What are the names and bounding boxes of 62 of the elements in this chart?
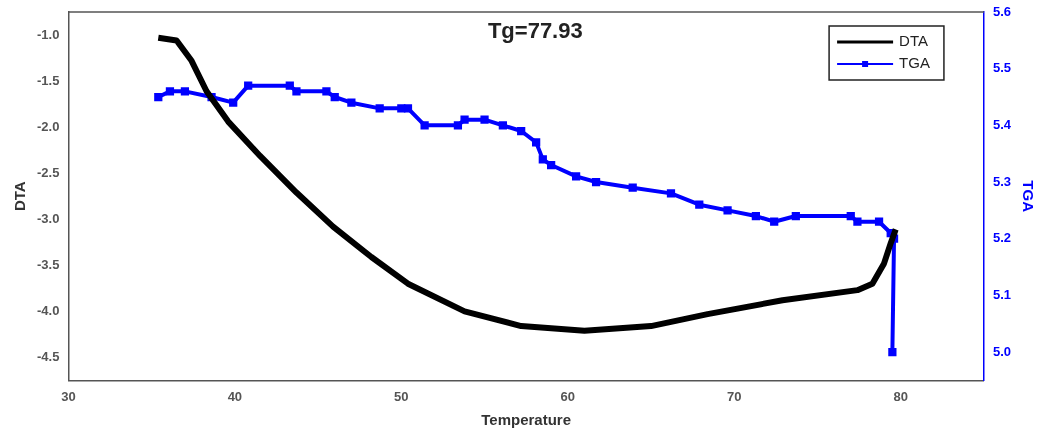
point [453,121,463,130]
point [591,177,601,187]
point [403,104,413,113]
point [165,87,175,96]
legend-label: DTA [899,32,928,50]
point [874,217,884,226]
x-tick-label: 40 [227,388,243,404]
point [888,347,897,357]
y-tick-label: -1.5 [36,72,60,88]
point [347,98,356,107]
y2-tick-label: 5.5 [992,60,1012,76]
point [517,126,526,136]
y2-tick-label: 5.6 [992,3,1012,19]
point [460,115,469,124]
point [397,104,406,113]
point [154,92,163,102]
y-tick-label: -3.0 [36,210,60,226]
y-axis-title: DTA [11,181,29,212]
point [571,172,581,181]
y2-tick-label: 5.3 [992,173,1012,189]
y2-tick-label: 5.2 [992,230,1012,246]
point [498,121,507,130]
y-tick-label: -2.5 [36,164,60,180]
point [375,104,384,113]
point [285,81,294,90]
point [229,98,238,107]
point [330,92,339,102]
x-tick-label: 60 [560,388,576,404]
point [244,81,253,90]
point [322,87,331,96]
y2-tick-label: 5.4 [992,116,1012,132]
point [723,206,732,215]
x-tick-label: 50 [394,388,409,404]
point [480,115,489,124]
point [547,160,556,170]
x-tick-label: 70 [727,388,742,404]
y-tick-label: -3.5 [36,256,60,272]
x-axis-title: Temperature [481,411,572,429]
point [846,211,855,221]
x-tick-label: 30 [61,388,76,404]
y2-tick-label: 5.1 [992,286,1012,302]
point [628,183,637,192]
point [751,211,760,221]
point [538,155,547,164]
y2-tick-label: 5.0 [992,343,1012,359]
point [791,211,800,221]
x-tick-label: 80 [893,388,908,404]
point [180,87,190,96]
point [853,217,862,226]
point [532,138,541,147]
y-tick-label: -2.0 [36,118,60,134]
y-tick-label: -1.0 [36,26,60,42]
point [292,87,301,96]
point [695,200,704,209]
y2-axis-title: TGA [1019,180,1037,213]
point [666,189,676,198]
y-tick-label: -4.0 [36,302,60,318]
legend-label: TGA [899,54,930,72]
y-tick-label: -4.5 [36,348,60,364]
annotation: Tg=77.93 [487,18,583,44]
point [770,217,779,226]
point [420,121,429,130]
